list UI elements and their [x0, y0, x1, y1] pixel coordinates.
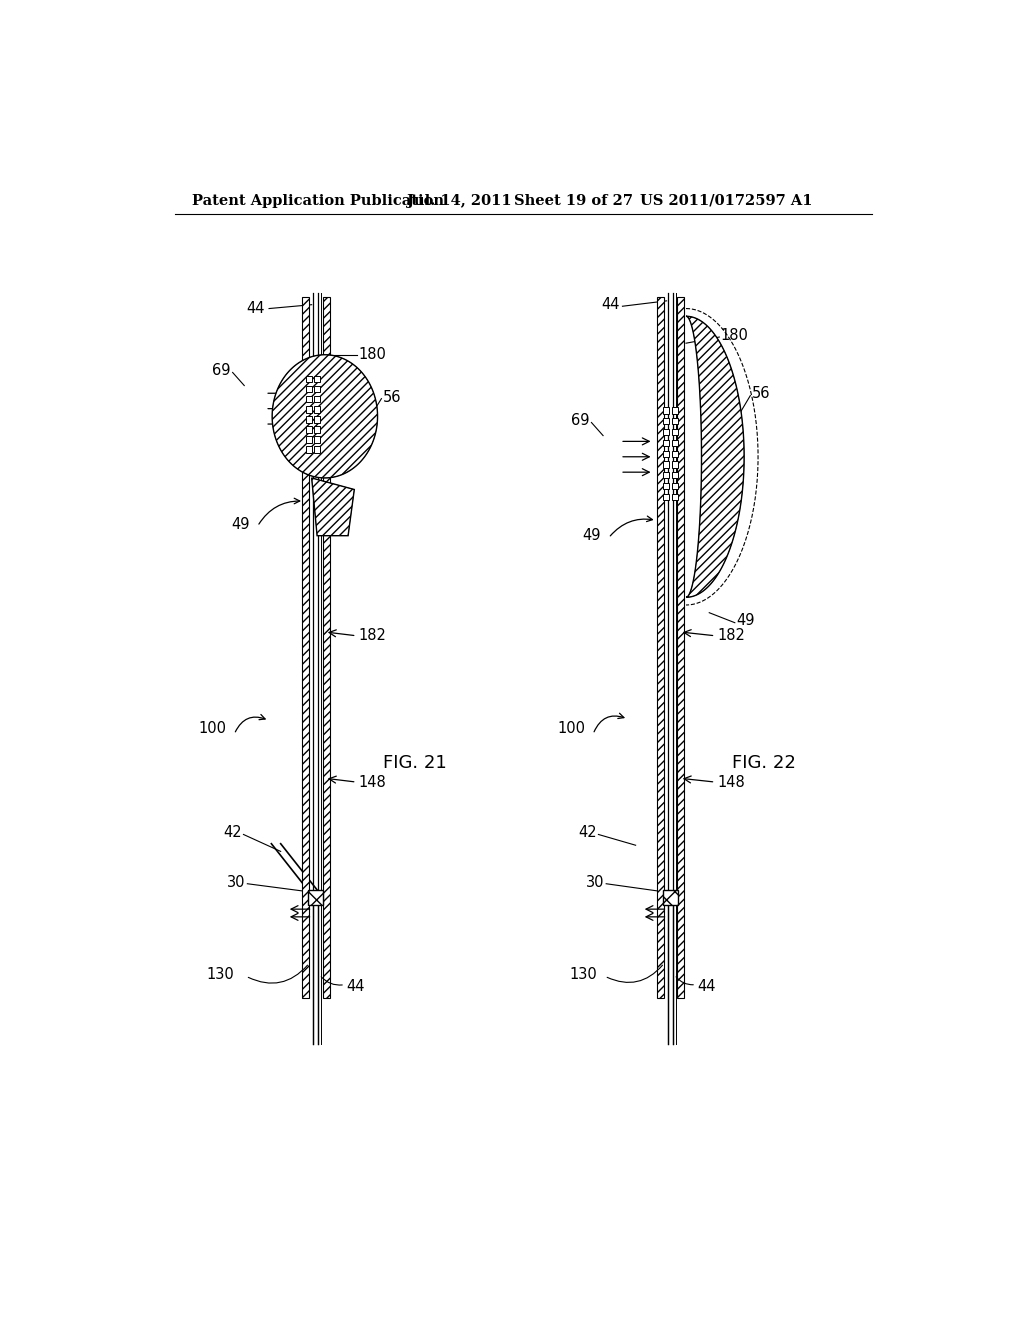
Polygon shape: [311, 478, 354, 536]
Bar: [308, 890, 324, 906]
Text: FIG. 22: FIG. 22: [731, 754, 796, 772]
Text: 44: 44: [346, 978, 365, 994]
Text: 182: 182: [358, 628, 386, 643]
Bar: [663, 440, 669, 446]
Bar: [663, 429, 669, 436]
Bar: [663, 494, 669, 500]
Text: 182: 182: [717, 628, 744, 643]
Polygon shape: [686, 317, 744, 597]
Text: 42: 42: [579, 825, 597, 840]
Text: 100: 100: [557, 721, 586, 735]
Text: 130: 130: [207, 968, 234, 982]
Bar: [314, 407, 321, 412]
Text: 56: 56: [383, 389, 401, 405]
Text: 49: 49: [583, 528, 601, 544]
Bar: [306, 376, 312, 383]
Polygon shape: [272, 355, 378, 478]
Text: 49: 49: [231, 516, 250, 532]
Bar: [314, 396, 321, 403]
Bar: [314, 426, 321, 433]
Bar: [306, 387, 312, 392]
Bar: [656, 297, 664, 998]
Text: Sheet 19 of 27: Sheet 19 of 27: [514, 194, 633, 207]
Bar: [306, 446, 312, 453]
Bar: [672, 418, 678, 425]
Bar: [672, 408, 678, 413]
Text: 100: 100: [199, 721, 226, 735]
Bar: [672, 483, 678, 490]
Text: Jul. 14, 2011: Jul. 14, 2011: [407, 194, 512, 207]
Text: 148: 148: [358, 775, 386, 789]
Text: 130: 130: [569, 968, 597, 982]
Text: 180: 180: [358, 347, 386, 362]
Text: 56: 56: [752, 385, 770, 401]
Text: Patent Application Publication: Patent Application Publication: [193, 194, 444, 207]
Bar: [302, 297, 308, 998]
Text: FIG. 21: FIG. 21: [383, 754, 446, 772]
Bar: [672, 473, 678, 478]
Text: 148: 148: [717, 775, 744, 789]
Text: 69: 69: [570, 413, 589, 428]
Text: 69: 69: [212, 363, 230, 378]
Bar: [663, 462, 669, 467]
Bar: [663, 483, 669, 490]
Bar: [663, 890, 678, 906]
Bar: [672, 429, 678, 436]
Bar: [314, 416, 321, 422]
Text: 49: 49: [736, 612, 755, 628]
Bar: [663, 408, 669, 413]
Bar: [306, 407, 312, 412]
Bar: [672, 462, 678, 467]
Text: 42: 42: [223, 825, 242, 840]
Bar: [672, 494, 678, 500]
Bar: [678, 297, 684, 998]
Bar: [314, 387, 321, 392]
Text: 30: 30: [227, 875, 246, 890]
Bar: [306, 416, 312, 422]
Text: 30: 30: [586, 875, 604, 890]
Bar: [663, 450, 669, 457]
Bar: [672, 440, 678, 446]
Bar: [314, 437, 321, 442]
Text: 44: 44: [697, 978, 716, 994]
Bar: [306, 396, 312, 403]
Bar: [323, 297, 330, 998]
Bar: [306, 426, 312, 433]
Bar: [663, 418, 669, 425]
Text: 180: 180: [721, 327, 749, 343]
Bar: [663, 473, 669, 478]
Text: 44: 44: [247, 301, 265, 315]
Bar: [306, 437, 312, 442]
Bar: [672, 450, 678, 457]
Bar: [314, 446, 321, 453]
Text: 44: 44: [602, 297, 621, 313]
Bar: [314, 376, 321, 383]
Text: US 2011/0172597 A1: US 2011/0172597 A1: [640, 194, 812, 207]
